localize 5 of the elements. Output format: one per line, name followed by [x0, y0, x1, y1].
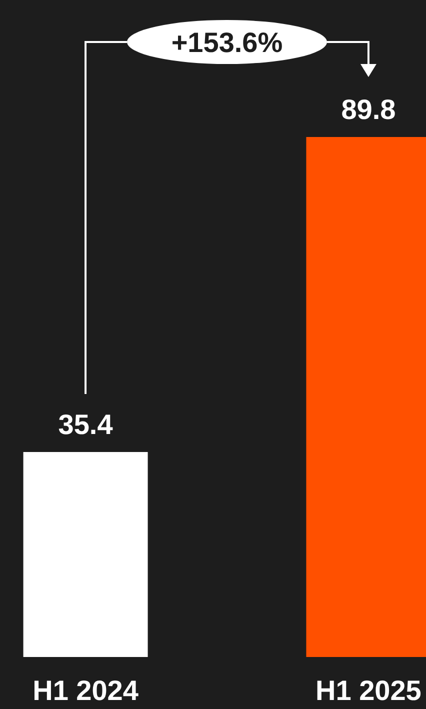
text: +153.6% — [171, 27, 283, 58]
x-tick-label: H1 2024 — [32, 675, 139, 706]
data-label: 35.4 — [58, 409, 114, 440]
data-label: 89.8 — [341, 94, 396, 125]
x-tick-label: H1 2025 — [316, 675, 422, 706]
